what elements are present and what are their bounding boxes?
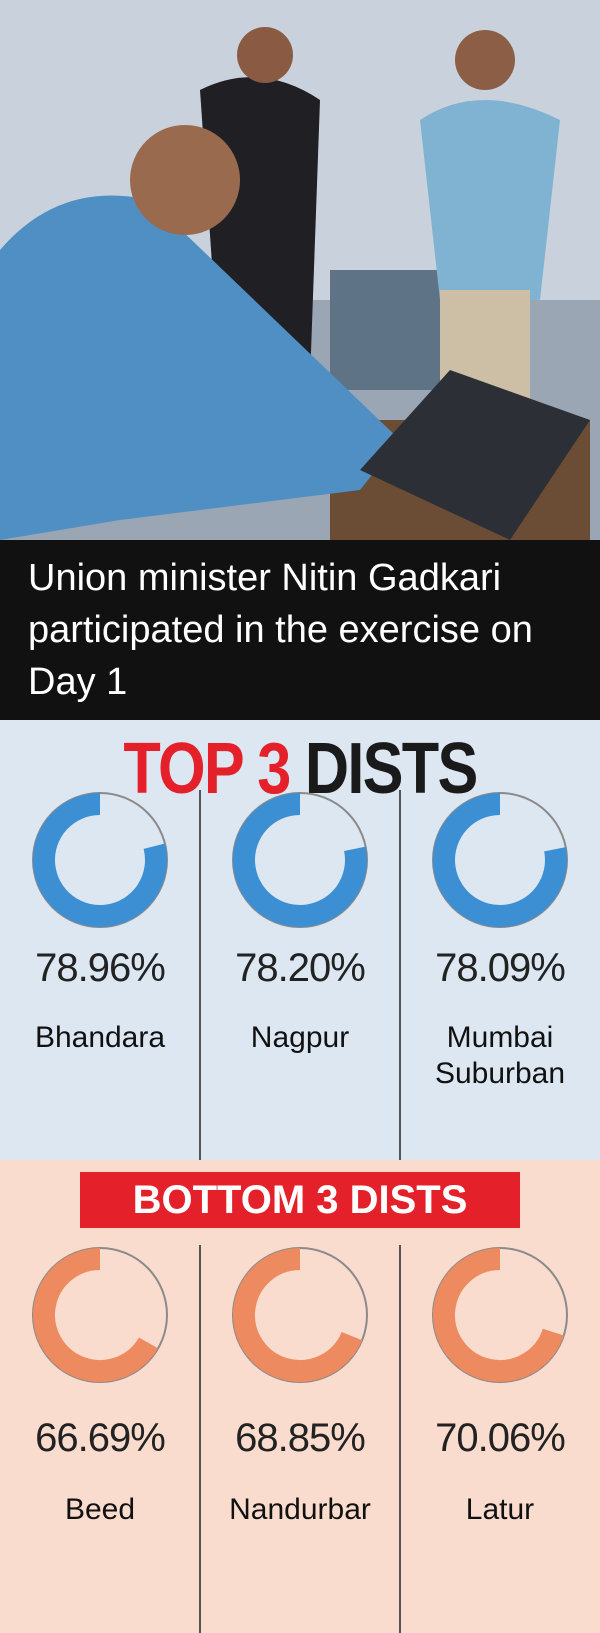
value-label: 78.96% — [35, 946, 166, 990]
donut-arc — [233, 1248, 363, 1382]
donut-arc — [433, 1248, 564, 1382]
title-part: TOP 3 — [123, 729, 291, 809]
column-divider — [199, 790, 201, 1160]
photo — [0, 0, 600, 540]
donut — [432, 792, 568, 928]
column-divider — [399, 1245, 401, 1633]
category-label: Nagpur — [250, 1021, 350, 1054]
donut-arc — [33, 793, 167, 927]
category-label: Beed — [64, 1493, 136, 1526]
value-label: 66.69% — [35, 1416, 166, 1460]
value-label: 78.20% — [235, 946, 366, 990]
value-label: 78.09% — [435, 946, 566, 990]
category-label: Latur — [465, 1493, 535, 1526]
category-label: Bhandara — [34, 1021, 166, 1054]
donut-arc — [433, 793, 567, 927]
donut-arc — [33, 1248, 159, 1382]
donut-arc — [233, 793, 367, 927]
donut — [232, 792, 368, 928]
chart-title: BOTTOM 3 DISTS — [132, 1178, 468, 1222]
donut — [432, 1247, 568, 1383]
chart-section: BOTTOM 3 DISTS 66.69% Beed 68.85% Nandurbar 7… — [0, 1160, 600, 1633]
column-divider — [199, 1245, 201, 1633]
category-label: Nandurbar — [229, 1493, 371, 1526]
chart-section: TOP 3 DISTS 78.96% Bhandara 78.20% Nagpur 78.… — [0, 720, 600, 1160]
column-divider — [399, 790, 401, 1160]
value-label: 70.06% — [435, 1416, 566, 1460]
title-part: DISTS — [304, 729, 478, 809]
donut — [32, 1247, 168, 1383]
category-label: Mumbai Suburban — [434, 1021, 566, 1090]
caption: Union minister Nitin Gadkari participate… — [0, 540, 600, 720]
chart-title: TOP 3 DISTS — [45, 728, 555, 810]
donut — [232, 1247, 368, 1383]
title-banner: BOTTOM 3 DISTS — [80, 1172, 520, 1228]
donut — [32, 792, 168, 928]
value-label: 68.85% — [235, 1416, 366, 1460]
